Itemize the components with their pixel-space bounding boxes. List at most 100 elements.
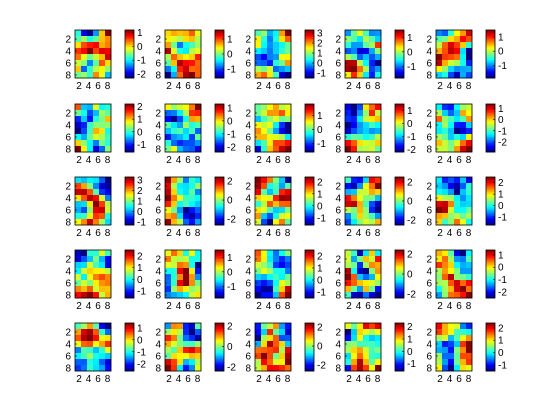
colorbar-segment (305, 354, 314, 357)
heatmap-cell (345, 250, 352, 257)
colorbar-segment (215, 256, 224, 258)
x-tick-label: 8 (466, 374, 472, 385)
colorbar-segment (215, 40, 224, 43)
colorbar-segment (215, 144, 224, 147)
heatmap-cell (357, 42, 364, 49)
colorbar-segment (215, 362, 224, 364)
colorbar-segment (395, 293, 404, 296)
colorbar-segment (125, 251, 134, 254)
heatmap-cell (99, 189, 106, 196)
colorbar-tick-label: -1 (498, 275, 507, 286)
heatmap-cell (273, 201, 280, 208)
colorbar-segment (125, 181, 134, 184)
heatmap-frame (344, 249, 382, 299)
colorbar-segment (395, 108, 404, 111)
colorbar-segment (486, 363, 495, 366)
heatmap-cell (375, 30, 382, 37)
heatmap-cell (442, 104, 449, 111)
heatmap-cell (345, 268, 352, 275)
heatmap-cell (99, 292, 106, 299)
heatmap-cell (267, 134, 274, 141)
heatmap-cell (448, 54, 455, 61)
colorbar-segment (215, 357, 224, 360)
colorbar-segment (486, 256, 495, 258)
colorbar-segment (215, 113, 224, 115)
colorbar-segment (395, 271, 404, 273)
heatmap-cell (189, 110, 196, 117)
heatmap-cell (189, 30, 196, 37)
heatmap-cell (177, 353, 184, 360)
heatmap-cell (189, 116, 196, 123)
colorbar-segment (305, 193, 314, 196)
colorbar-segment (215, 295, 224, 297)
colorbar-segment (125, 143, 134, 145)
heatmap-cell (105, 365, 112, 372)
heatmap-cell (75, 189, 82, 196)
colorbar-segment (125, 210, 134, 212)
heatmap-cell (436, 122, 443, 129)
heatmap-cell (442, 219, 449, 226)
heatmap-cell (351, 30, 358, 37)
colorbar-segment (125, 141, 134, 144)
heatmap-cell (81, 219, 88, 226)
colorbar-segment (486, 43, 495, 46)
heatmap-cell (93, 189, 100, 196)
colorbar-segment (215, 131, 224, 133)
x-tick-label: 8 (466, 301, 472, 312)
heatmap-cell (363, 146, 370, 153)
heatmap-cell (460, 116, 467, 123)
colorbar-segment (125, 207, 134, 209)
colorbar-segment (486, 284, 495, 287)
y-tick-label: 2 (335, 255, 341, 266)
heatmap-cell (105, 42, 112, 49)
colorbar-segment (215, 268, 224, 270)
y-tick-label: 8 (335, 218, 341, 229)
colorbar-segment (486, 105, 495, 108)
colorbar-segment (486, 190, 495, 193)
colorbar-segment (395, 147, 404, 150)
heatmap-cell (345, 335, 352, 342)
colorbar-segment (486, 138, 495, 141)
colorbar-segment (486, 119, 495, 121)
heatmap-cell (357, 335, 364, 342)
heatmap-cell (279, 66, 286, 73)
heatmap-cell (345, 353, 352, 360)
colorbar-tick-label: 2 (407, 250, 413, 261)
colorbar-segment (215, 289, 224, 291)
heatmap-cell (466, 134, 473, 141)
colorbar-segment (215, 149, 224, 151)
colorbar-segment (215, 58, 224, 61)
y-tick-label: 2 (335, 182, 341, 193)
heatmap-cell (99, 280, 106, 287)
heatmap-cell (436, 183, 443, 190)
heatmap-cell (375, 365, 382, 372)
colorbar-segment (125, 137, 134, 139)
heatmap-cell (183, 116, 190, 123)
heatmap-cell (363, 30, 370, 37)
heatmap-cell (99, 48, 106, 55)
colorbar-segment (395, 207, 404, 209)
heatmap-cell (357, 323, 364, 330)
heatmap-cell (93, 359, 100, 366)
heatmap-cell (442, 66, 449, 73)
colorbar-segment (486, 219, 495, 221)
colorbar-segment (305, 293, 314, 296)
heatmap-cell (99, 274, 106, 281)
heatmap-cell (273, 365, 280, 372)
heatmap-cell (93, 256, 100, 263)
x-tick-label: 2 (437, 155, 443, 166)
heatmap-cell (99, 60, 106, 67)
colorbar-segment (215, 34, 224, 37)
heatmap-cell (351, 292, 358, 299)
heatmap-cell (369, 201, 376, 208)
heatmap-cell (99, 36, 106, 43)
x-tick-label: 8 (195, 301, 201, 312)
heatmap-cell (267, 110, 274, 117)
colorbar-segment (215, 293, 224, 296)
heatmap-cell (363, 128, 370, 135)
x-tick-label: 4 (86, 301, 92, 312)
heatmap-cell (285, 219, 292, 226)
heatmap-cell (87, 256, 94, 263)
heatmap-cell (279, 286, 286, 293)
colorbar-tick-label: 0 (498, 201, 504, 212)
